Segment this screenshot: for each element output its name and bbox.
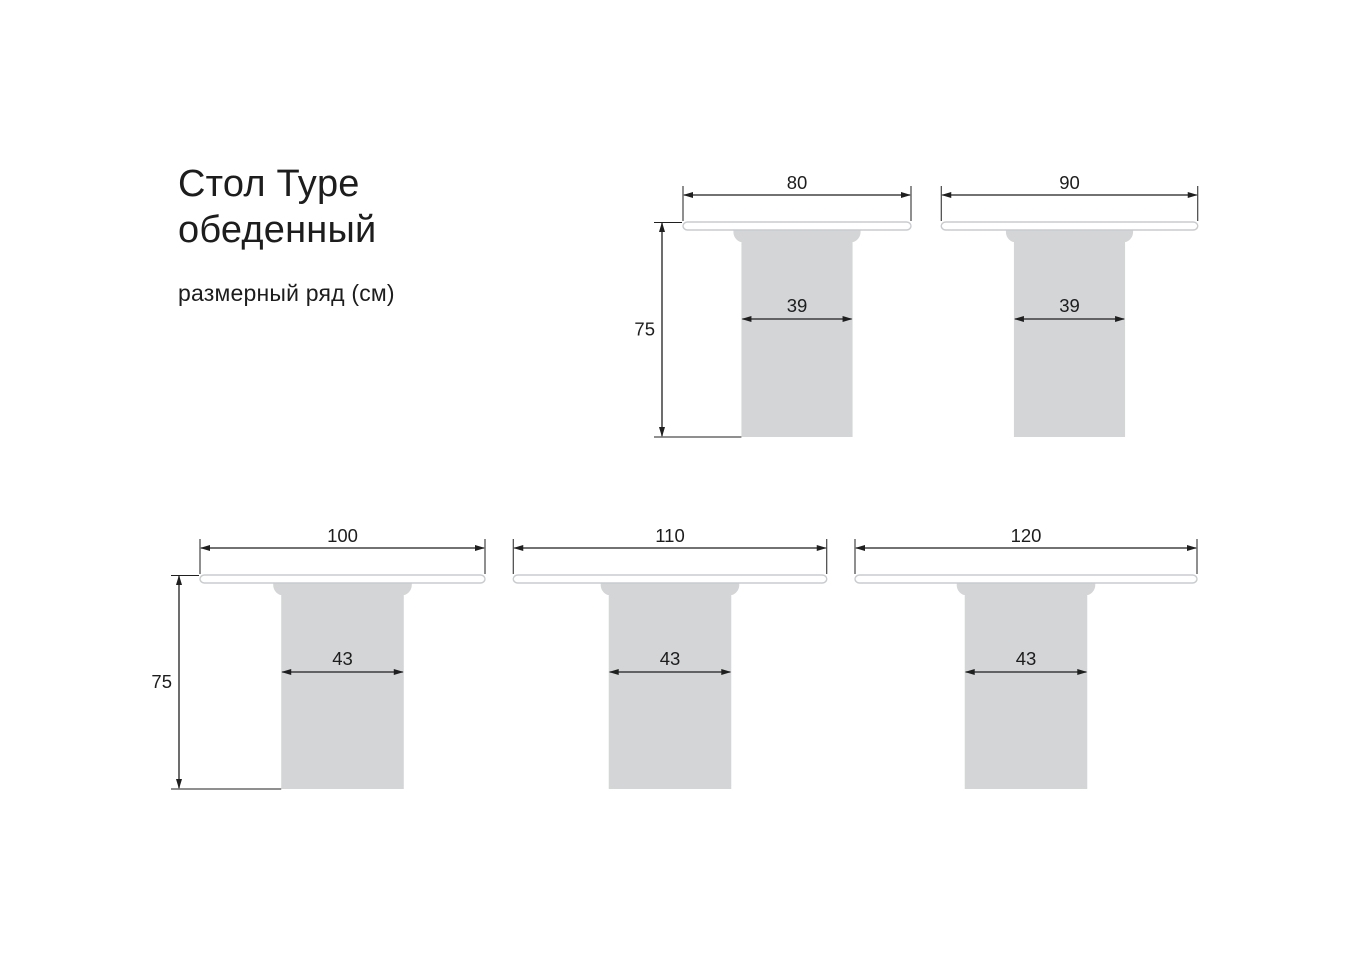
pedestal xyxy=(733,228,861,437)
width-arrow-right xyxy=(901,192,911,198)
leg-arrow-right xyxy=(1077,669,1088,675)
page-title-line1: Стол Type xyxy=(178,163,360,205)
height-dimension-label: 75 xyxy=(151,671,172,692)
width-arrow-right xyxy=(816,545,827,551)
leg-dimension-label: 39 xyxy=(787,295,808,316)
height-dimension-label: 75 xyxy=(634,319,655,340)
page-title: Стол Type обеденный xyxy=(178,162,395,253)
tabletop xyxy=(854,574,1198,584)
leg-arrow-right xyxy=(393,669,404,675)
table-diagram-90: 90 39 xyxy=(940,172,1199,437)
width-arrow-left xyxy=(683,192,693,198)
leg-arrow-right xyxy=(1115,316,1126,322)
title-block: Стол Type обеденный размерный ряд (см) xyxy=(178,162,395,307)
leg-arrow-left xyxy=(608,669,619,675)
leg-dimension-label: 43 xyxy=(332,648,353,669)
tabletop xyxy=(940,221,1199,231)
leg-arrow-right xyxy=(721,669,732,675)
width-dimension-label: 90 xyxy=(1059,172,1080,193)
height-arrow-bottom xyxy=(659,427,665,437)
width-arrow-right xyxy=(1187,192,1198,198)
width-dimension-label: 80 xyxy=(787,172,808,193)
leg-dimension-label: 43 xyxy=(1016,648,1037,669)
table-diagram-120: 120 43 xyxy=(854,525,1198,789)
leg-arrow-left xyxy=(741,316,752,322)
pedestal xyxy=(600,581,740,789)
tabletop xyxy=(512,574,828,584)
page-title-line2: обеденный xyxy=(178,208,377,251)
tabletop xyxy=(682,221,912,231)
width-dimension-label: 110 xyxy=(655,525,685,546)
table-diagram-100: 100 43 75 xyxy=(151,525,486,790)
width-arrow-right xyxy=(475,545,485,551)
height-arrow-bottom xyxy=(176,779,182,789)
pedestal xyxy=(956,581,1096,789)
tabletop xyxy=(199,574,486,584)
leg-arrow-left xyxy=(281,669,292,675)
leg-dimension-label: 43 xyxy=(660,648,681,669)
height-arrow-top xyxy=(659,222,665,232)
width-arrow-left xyxy=(200,545,210,551)
height-arrow-top xyxy=(176,575,182,585)
width-arrow-left xyxy=(941,192,952,198)
leg-arrow-left xyxy=(1013,316,1024,322)
width-arrow-right xyxy=(1187,545,1197,551)
page-subtitle: размерный ряд (см) xyxy=(178,280,395,307)
width-dimension-label: 120 xyxy=(1011,525,1042,546)
table-diagram-80: 80 39 75 xyxy=(634,172,912,438)
leg-arrow-right xyxy=(842,316,853,322)
width-dimension-label: 100 xyxy=(327,525,358,546)
width-arrow-left xyxy=(855,545,865,551)
pedestal xyxy=(1005,228,1134,437)
width-arrow-left xyxy=(513,545,524,551)
leg-dimension-label: 39 xyxy=(1059,295,1080,316)
leg-arrow-left xyxy=(964,669,975,675)
pedestal xyxy=(273,581,412,789)
table-diagram-110: 110 43 xyxy=(512,525,828,789)
